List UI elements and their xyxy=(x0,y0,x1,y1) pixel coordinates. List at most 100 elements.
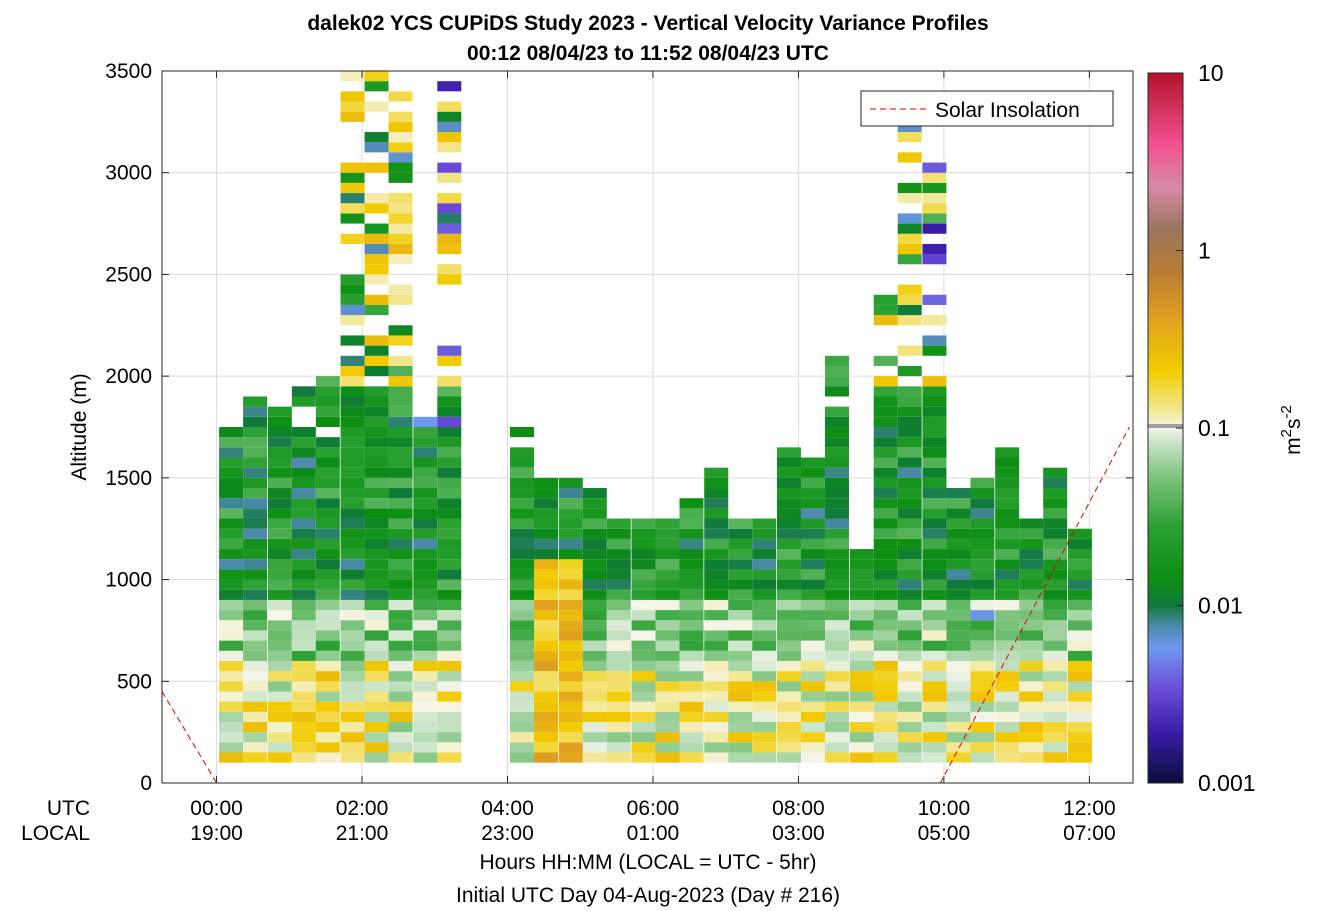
heatmap-cell xyxy=(631,599,656,611)
heatmap-cell xyxy=(728,620,753,631)
heatmap-cell xyxy=(437,264,462,275)
legend: Solar Insolation xyxy=(860,90,1114,127)
colorbar-threshold-band xyxy=(1148,424,1183,428)
heatmap-cell xyxy=(437,447,462,458)
heatmap-cell xyxy=(1043,508,1068,519)
heatmap-cell xyxy=(510,498,535,509)
heatmap-cell xyxy=(946,691,971,702)
heatmap-cell xyxy=(437,437,462,448)
heatmap-cell xyxy=(704,671,729,682)
heatmap-cell xyxy=(219,650,244,661)
heatmap-cell xyxy=(606,549,631,560)
heatmap-cell xyxy=(995,691,1020,702)
heatmap-cell xyxy=(1067,620,1092,631)
heatmap-cell xyxy=(776,630,801,641)
heatmap-cell xyxy=(922,243,947,255)
heatmap-cell xyxy=(510,579,535,590)
heatmap-cell xyxy=(946,660,971,672)
heatmap-cell xyxy=(606,538,631,550)
heatmap-cell xyxy=(970,671,995,682)
heatmap-cell xyxy=(364,569,389,580)
heatmap-cell xyxy=(946,752,971,763)
heatmap-cell xyxy=(849,660,874,672)
heatmap-cell xyxy=(243,477,268,489)
solar-insolation-line xyxy=(162,426,1130,783)
heatmap-cell xyxy=(315,508,340,519)
heatmap-cell xyxy=(776,599,801,611)
heatmap-cell xyxy=(679,508,704,519)
heatmap-cell xyxy=(752,650,777,661)
heatmap-cell xyxy=(752,660,777,672)
heatmap-cell xyxy=(873,610,898,621)
heatmap-cell xyxy=(582,640,607,651)
heatmap-cell xyxy=(340,386,365,397)
heatmap-cell xyxy=(340,355,365,366)
heatmap-cell xyxy=(437,427,462,438)
heatmap-cell xyxy=(728,681,753,692)
heatmap-cell xyxy=(315,549,340,560)
heatmap-cell xyxy=(510,610,535,621)
heatmap-cell xyxy=(413,457,438,468)
heatmap-cell xyxy=(704,549,729,560)
heatmap-cell xyxy=(413,498,438,509)
heatmap-cell xyxy=(970,559,995,570)
heatmap-cell xyxy=(437,691,462,702)
heatmap-cell xyxy=(728,752,753,763)
heatmap-cell xyxy=(364,132,389,143)
heatmap-cell xyxy=(704,518,729,529)
heatmap-cell xyxy=(800,549,825,560)
heatmap-cell xyxy=(873,660,898,672)
heatmap-cell xyxy=(364,752,389,763)
heatmap-cell xyxy=(824,488,849,499)
heatmap-cell xyxy=(1043,691,1068,702)
heatmap-cell xyxy=(800,569,825,580)
heatmap-cell xyxy=(897,701,922,712)
heatmap-cell xyxy=(413,630,438,641)
heatmap-cell xyxy=(291,671,316,682)
heatmap-cell xyxy=(388,630,413,641)
heatmap-cell xyxy=(897,193,922,204)
heatmap-cell xyxy=(437,111,462,122)
heatmap-cell xyxy=(873,742,898,753)
heatmap-cell xyxy=(704,559,729,570)
heatmap-cell xyxy=(267,538,292,550)
heatmap-cell xyxy=(413,640,438,651)
heatmap-cell xyxy=(1043,599,1068,611)
heatmap-cell xyxy=(655,569,680,580)
heatmap-cell xyxy=(873,355,898,366)
heatmap-cell xyxy=(437,549,462,560)
heatmap-cell xyxy=(897,559,922,570)
heatmap-cell xyxy=(752,538,777,550)
heatmap-cell xyxy=(364,447,389,458)
heatmap-cell xyxy=(510,721,535,733)
heatmap-cell xyxy=(655,732,680,743)
heatmap-cell xyxy=(655,650,680,661)
heatmap-cell xyxy=(800,650,825,661)
heatmap-cell xyxy=(1067,538,1092,550)
heatmap-cell xyxy=(291,467,316,478)
heatmap-cell xyxy=(558,518,583,529)
heatmap-cell xyxy=(824,518,849,529)
heatmap-cell xyxy=(655,660,680,672)
heatmap-cell xyxy=(267,488,292,499)
heatmap-cell xyxy=(922,416,947,427)
heatmap-cell xyxy=(582,671,607,682)
heatmap-cell xyxy=(728,599,753,611)
heatmap-cell xyxy=(606,732,631,743)
heatmap-cell xyxy=(267,406,292,417)
heatmap-cell xyxy=(800,477,825,489)
heatmap-cell xyxy=(995,711,1020,722)
heatmap-cell xyxy=(364,274,389,285)
heatmap-cell xyxy=(679,742,704,753)
heatmap-cell xyxy=(873,549,898,560)
heatmap-cell xyxy=(582,721,607,733)
heatmap-cell xyxy=(340,620,365,631)
heatmap-cell xyxy=(679,650,704,661)
heatmap-cell xyxy=(970,620,995,631)
heatmap-cell xyxy=(219,671,244,682)
heatmap-cell xyxy=(510,660,535,672)
heatmap-cell xyxy=(1019,721,1044,733)
heatmap-cell xyxy=(534,599,559,611)
heatmap-cell xyxy=(219,711,244,722)
heatmap-cell xyxy=(922,671,947,682)
